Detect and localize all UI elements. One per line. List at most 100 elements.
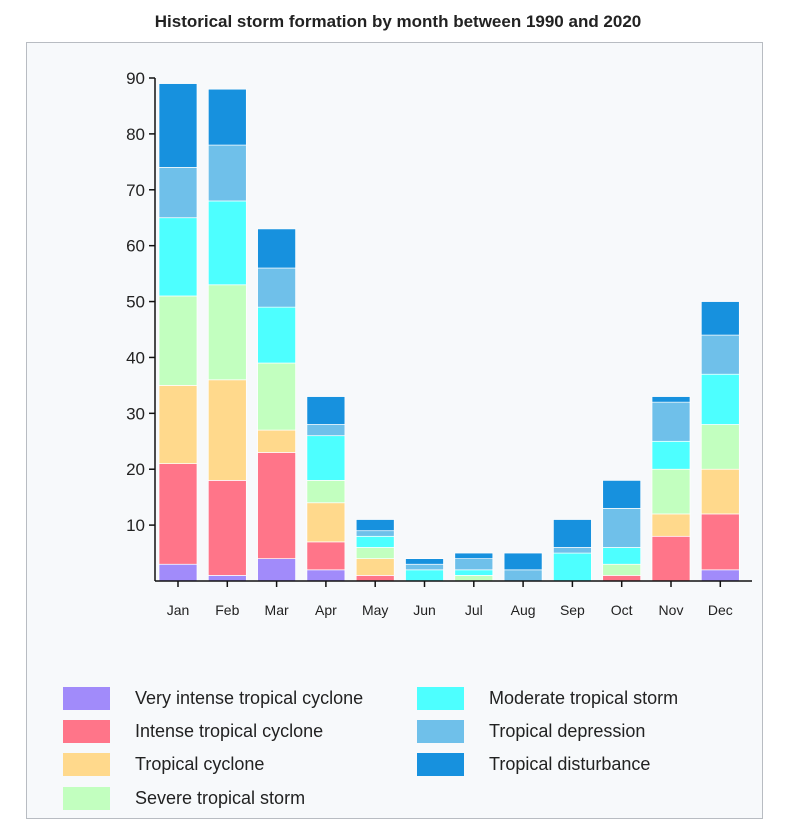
- bar-segment: [503, 552, 543, 571]
- bar-segment: [306, 480, 346, 504]
- bar-segment: [355, 575, 395, 582]
- bar-segment: [158, 295, 198, 386]
- legend-item: Severe tropical storm: [63, 787, 305, 810]
- y-tick-label: 20: [126, 460, 145, 479]
- x-tick-label: Dec: [708, 602, 733, 618]
- legend-item: Tropical disturbance: [417, 753, 650, 776]
- bar-segment: [257, 306, 296, 364]
- chart-frame: [26, 42, 763, 819]
- legend-swatch: [63, 720, 110, 743]
- legend-label: Intense tropical cyclone: [135, 721, 324, 741]
- x-tick-label: Mar: [265, 602, 289, 618]
- bar-segment: [454, 552, 494, 559]
- bar-segment: [700, 301, 740, 336]
- bar-segment: [306, 541, 346, 571]
- bar-segment: [700, 513, 740, 571]
- x-tick-label: Jun: [413, 602, 436, 618]
- bar-segment: [355, 519, 395, 532]
- y-tick-label: 30: [126, 404, 145, 423]
- bar-segment: [207, 284, 247, 381]
- bar-segment: [257, 429, 296, 453]
- bar-segment: [700, 424, 740, 470]
- bar-segment: [651, 401, 691, 442]
- x-tick-label: Nov: [659, 602, 684, 618]
- legend-item: Very intense tropical cyclone: [63, 687, 363, 710]
- bar-segment: [602, 507, 642, 548]
- legend-item: Tropical cyclone: [63, 753, 264, 776]
- bar-segment: [355, 547, 395, 559]
- legend-label: Tropical disturbance: [489, 754, 651, 774]
- legend-label: Moderate tropical storm: [489, 688, 679, 708]
- legend-swatch: [417, 753, 464, 776]
- bar-segment: [207, 200, 247, 286]
- bar-segment: [405, 563, 444, 571]
- legend-label: Very intense tropical cyclone: [135, 688, 364, 708]
- bar-segment: [454, 575, 494, 582]
- bar-segment: [355, 530, 395, 537]
- bar-segment: [700, 373, 740, 425]
- y-tick-label: 50: [126, 293, 145, 312]
- x-tick-label: May: [362, 602, 388, 618]
- bar-segment: [207, 88, 247, 146]
- x-tick-label: Aug: [511, 602, 536, 618]
- x-tick-label: Feb: [215, 602, 239, 618]
- bar-segment: [207, 480, 247, 576]
- bar-segment: [257, 452, 296, 559]
- bar-segment: [257, 228, 296, 269]
- bar-segment: [651, 535, 691, 582]
- y-tick-label: 90: [126, 69, 145, 88]
- legend-swatch: [63, 687, 110, 710]
- bar-segment: [158, 83, 198, 168]
- bar-segment: [405, 569, 444, 582]
- bar-segment: [158, 167, 198, 219]
- bar-segment: [207, 144, 247, 202]
- bar-segment: [700, 569, 740, 582]
- bar-segment: [700, 334, 740, 375]
- y-tick-label: 10: [126, 516, 145, 535]
- bar-segment: [602, 547, 642, 565]
- bar-segment: [306, 396, 346, 425]
- legend-swatch: [63, 753, 110, 776]
- legend-label: Severe tropical storm: [135, 788, 306, 808]
- bar-segment: [207, 379, 247, 481]
- bar-segment: [553, 547, 592, 554]
- y-tick-label: 60: [126, 237, 145, 256]
- bar-segment: [454, 558, 494, 571]
- bar-segment: [602, 563, 642, 576]
- y-tick-label: 40: [126, 348, 145, 367]
- bar-segment: [602, 575, 642, 582]
- y-tick-label: 70: [126, 181, 145, 200]
- bar-segment: [700, 468, 740, 515]
- bar-segment: [207, 575, 247, 582]
- chart-title: Historical storm formation by month betw…: [154, 12, 642, 31]
- bar-segment: [306, 502, 346, 543]
- bar-segment: [553, 519, 592, 548]
- legend-swatch: [417, 687, 464, 710]
- bar-segment: [503, 569, 543, 582]
- legend-item: Moderate tropical storm: [417, 687, 678, 710]
- x-tick-label: Sep: [560, 602, 585, 618]
- legend-label: Tropical depression: [489, 721, 646, 741]
- legend-swatch: [63, 787, 110, 810]
- bar-segment: [257, 558, 296, 582]
- bar-segment: [355, 558, 395, 576]
- bar-segment: [158, 385, 198, 464]
- bar-segment: [158, 463, 198, 565]
- bar-segment: [257, 267, 296, 308]
- bar-segment: [651, 440, 691, 470]
- x-tick-label: Jan: [167, 602, 190, 618]
- bar-segment: [405, 558, 444, 565]
- bar-segment: [553, 552, 592, 582]
- bar-segment: [651, 396, 691, 403]
- legend-label: Tropical cyclone: [135, 754, 265, 774]
- bar-segment: [602, 480, 642, 509]
- x-tick-label: Oct: [611, 602, 633, 618]
- bar-segment: [306, 424, 346, 437]
- bar-segment: [158, 563, 198, 582]
- legend-item: Intense tropical cyclone: [63, 720, 323, 743]
- bar-segment: [651, 468, 691, 515]
- bar-segment: [306, 569, 346, 582]
- x-tick-label: Jul: [465, 602, 483, 618]
- bar-segment: [158, 217, 198, 297]
